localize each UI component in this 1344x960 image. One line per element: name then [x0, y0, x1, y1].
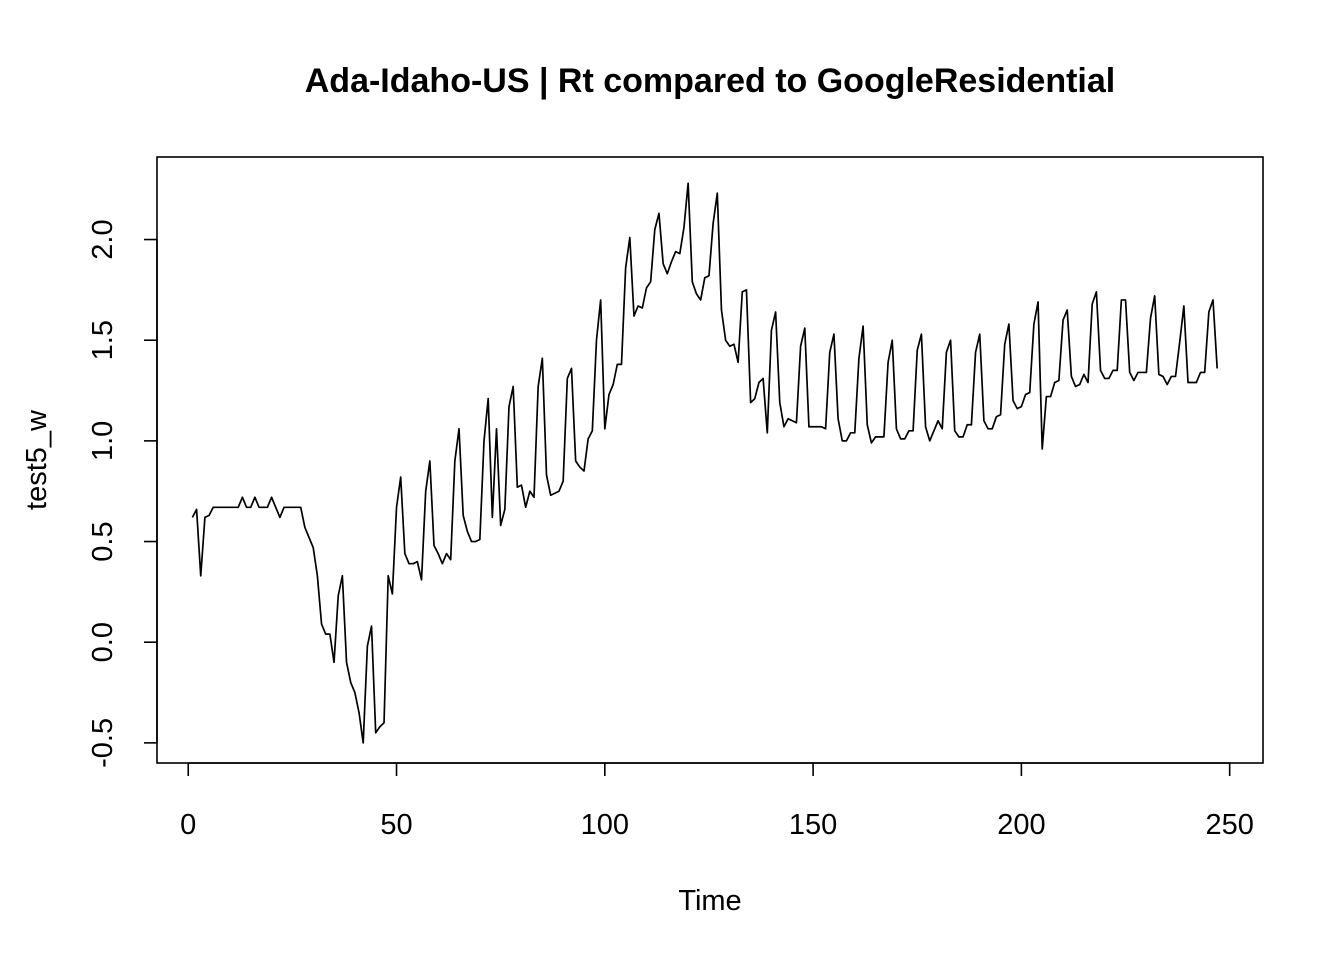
y-tick-label: 1.5	[87, 320, 119, 360]
y-tick-label: 2.0	[87, 219, 119, 259]
x-tick-label: 50	[380, 809, 412, 841]
y-tick-label: 0.5	[87, 521, 119, 561]
y-axis: -0.5 0.0 0.5 1.0 1.5 2.0	[87, 219, 158, 768]
chart-title: Ada-Idaho-US | Rt compared to GoogleResi…	[305, 62, 1115, 100]
x-axis: 0 50 100 150 200 250	[180, 762, 1254, 841]
y-tick-label: 0.0	[87, 622, 119, 662]
y-tick-label: 1.0	[87, 421, 119, 461]
x-tick-label: 200	[997, 809, 1045, 841]
x-tick-label: 150	[789, 809, 837, 841]
x-axis-label: Time	[678, 885, 741, 917]
x-tick-label: 100	[581, 809, 629, 841]
y-axis-label: test5_w	[21, 409, 53, 510]
plot-frame	[156, 156, 1264, 764]
series-line-test5_w	[191, 182, 1219, 744]
y-tick-label: -0.5	[87, 718, 119, 768]
x-tick-label: 0	[180, 809, 196, 841]
x-tick-label: 250	[1205, 809, 1253, 841]
